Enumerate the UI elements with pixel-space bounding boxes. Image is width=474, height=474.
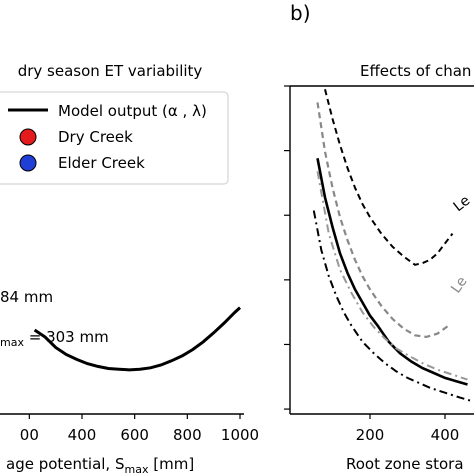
- panel-b-title: Effects of chan: [360, 62, 471, 80]
- panel-b-x-axis-label: Root zone stora: [346, 455, 464, 473]
- panel-a-series: [33, 306, 242, 372]
- legend-frame: [0, 91, 229, 185]
- panel-b-series: [312, 89, 472, 402]
- panel-a-x-tick-label: 400: [68, 426, 97, 444]
- annotation-smax: max = 303 mm: [0, 328, 109, 349]
- panel-b: b) Effects of chan 200 400 Le Le Root zon…: [284, 1, 474, 473]
- panel-a-x-tick-label: 600: [120, 426, 149, 444]
- panel-b-y-ticks: [284, 85, 290, 410]
- panel-a-x-ticks: 00 400 600 800 1000: [20, 414, 259, 444]
- panel-b-line-dashed-black: [324, 89, 454, 266]
- panel-a-title: dry season ET variability: [18, 62, 203, 80]
- legend-label-dry-creek: Dry Creek: [58, 128, 133, 146]
- panel-a-x-tick-label: 1000: [221, 426, 259, 444]
- panel-b-line-solid-black: [316, 157, 468, 386]
- panel-b-x-tick-label: 400: [431, 426, 460, 444]
- legend-label-elder-creek: Elder Creek: [58, 154, 145, 172]
- panel-b-label: b): [290, 1, 311, 25]
- legend-marker-dry-creek: [19, 128, 37, 146]
- panel-a-model-line: [33, 306, 242, 372]
- panel-a: dry season ET variability 00 400 600 800 100…: [0, 62, 259, 474]
- panel-b-curve-label-1: Le: [451, 193, 474, 216]
- panel-b-line-dashed-gray: [316, 102, 450, 339]
- panel-a-x-tick-label: 00: [20, 426, 39, 444]
- legend-marker-elder-creek: [19, 154, 37, 172]
- panel-a-x-axis-label: age potential, Smax [mm]: [6, 455, 194, 474]
- panel-b-x-ticks: 200 400: [356, 414, 460, 444]
- legend-label-model: Model output (α , λ): [58, 102, 207, 120]
- panel-a-legend: Model output (α , λ) Dry Creek Elder Cre…: [0, 91, 229, 185]
- panel-b-curve-label-2: Le: [448, 274, 470, 296]
- panel-b-x-tick-label: 200: [356, 426, 385, 444]
- panel-b-line-dashdot-gray: [316, 171, 468, 381]
- annotation-value-1: 84 mm: [0, 288, 53, 306]
- panel-a-x-tick-label: 800: [173, 426, 202, 444]
- panel-b-line-dashdot-black: [312, 210, 472, 402]
